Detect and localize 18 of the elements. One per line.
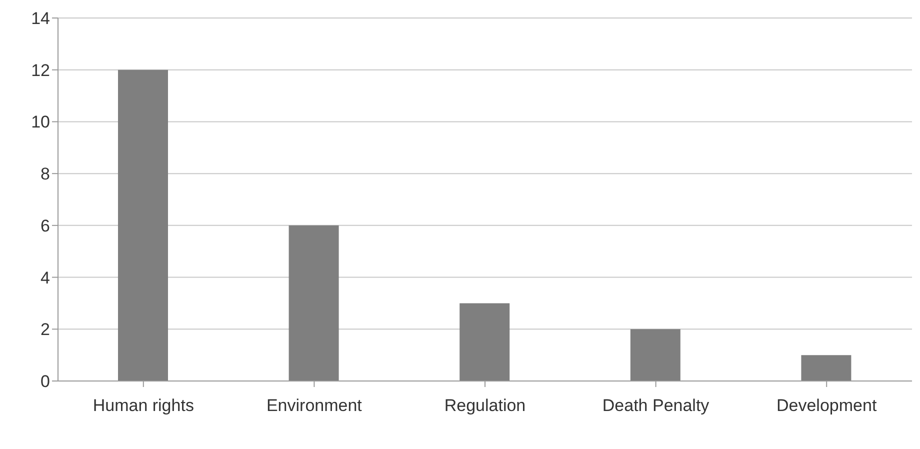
- y-tick-label: 8: [40, 164, 50, 184]
- y-tick-label: 14: [31, 9, 50, 28]
- y-tick-label: 4: [40, 268, 50, 288]
- bar: [460, 303, 510, 381]
- y-tick-label: 10: [31, 112, 50, 132]
- x-tick-label: Environment: [266, 396, 362, 416]
- bar: [801, 355, 852, 381]
- x-tick-label: Human rights: [92, 396, 194, 416]
- bar: [288, 225, 339, 381]
- y-tick-label: 0: [40, 372, 50, 392]
- y-tick-label: 2: [40, 320, 50, 340]
- y-tick-label: 12: [31, 60, 50, 80]
- bar: [630, 329, 680, 381]
- bar: [118, 70, 168, 381]
- x-tick-label: Death Penalty: [602, 396, 710, 416]
- x-tick-label: Development: [776, 396, 877, 416]
- y-tick-label: 6: [40, 216, 50, 236]
- x-tick-label: Regulation: [444, 396, 526, 416]
